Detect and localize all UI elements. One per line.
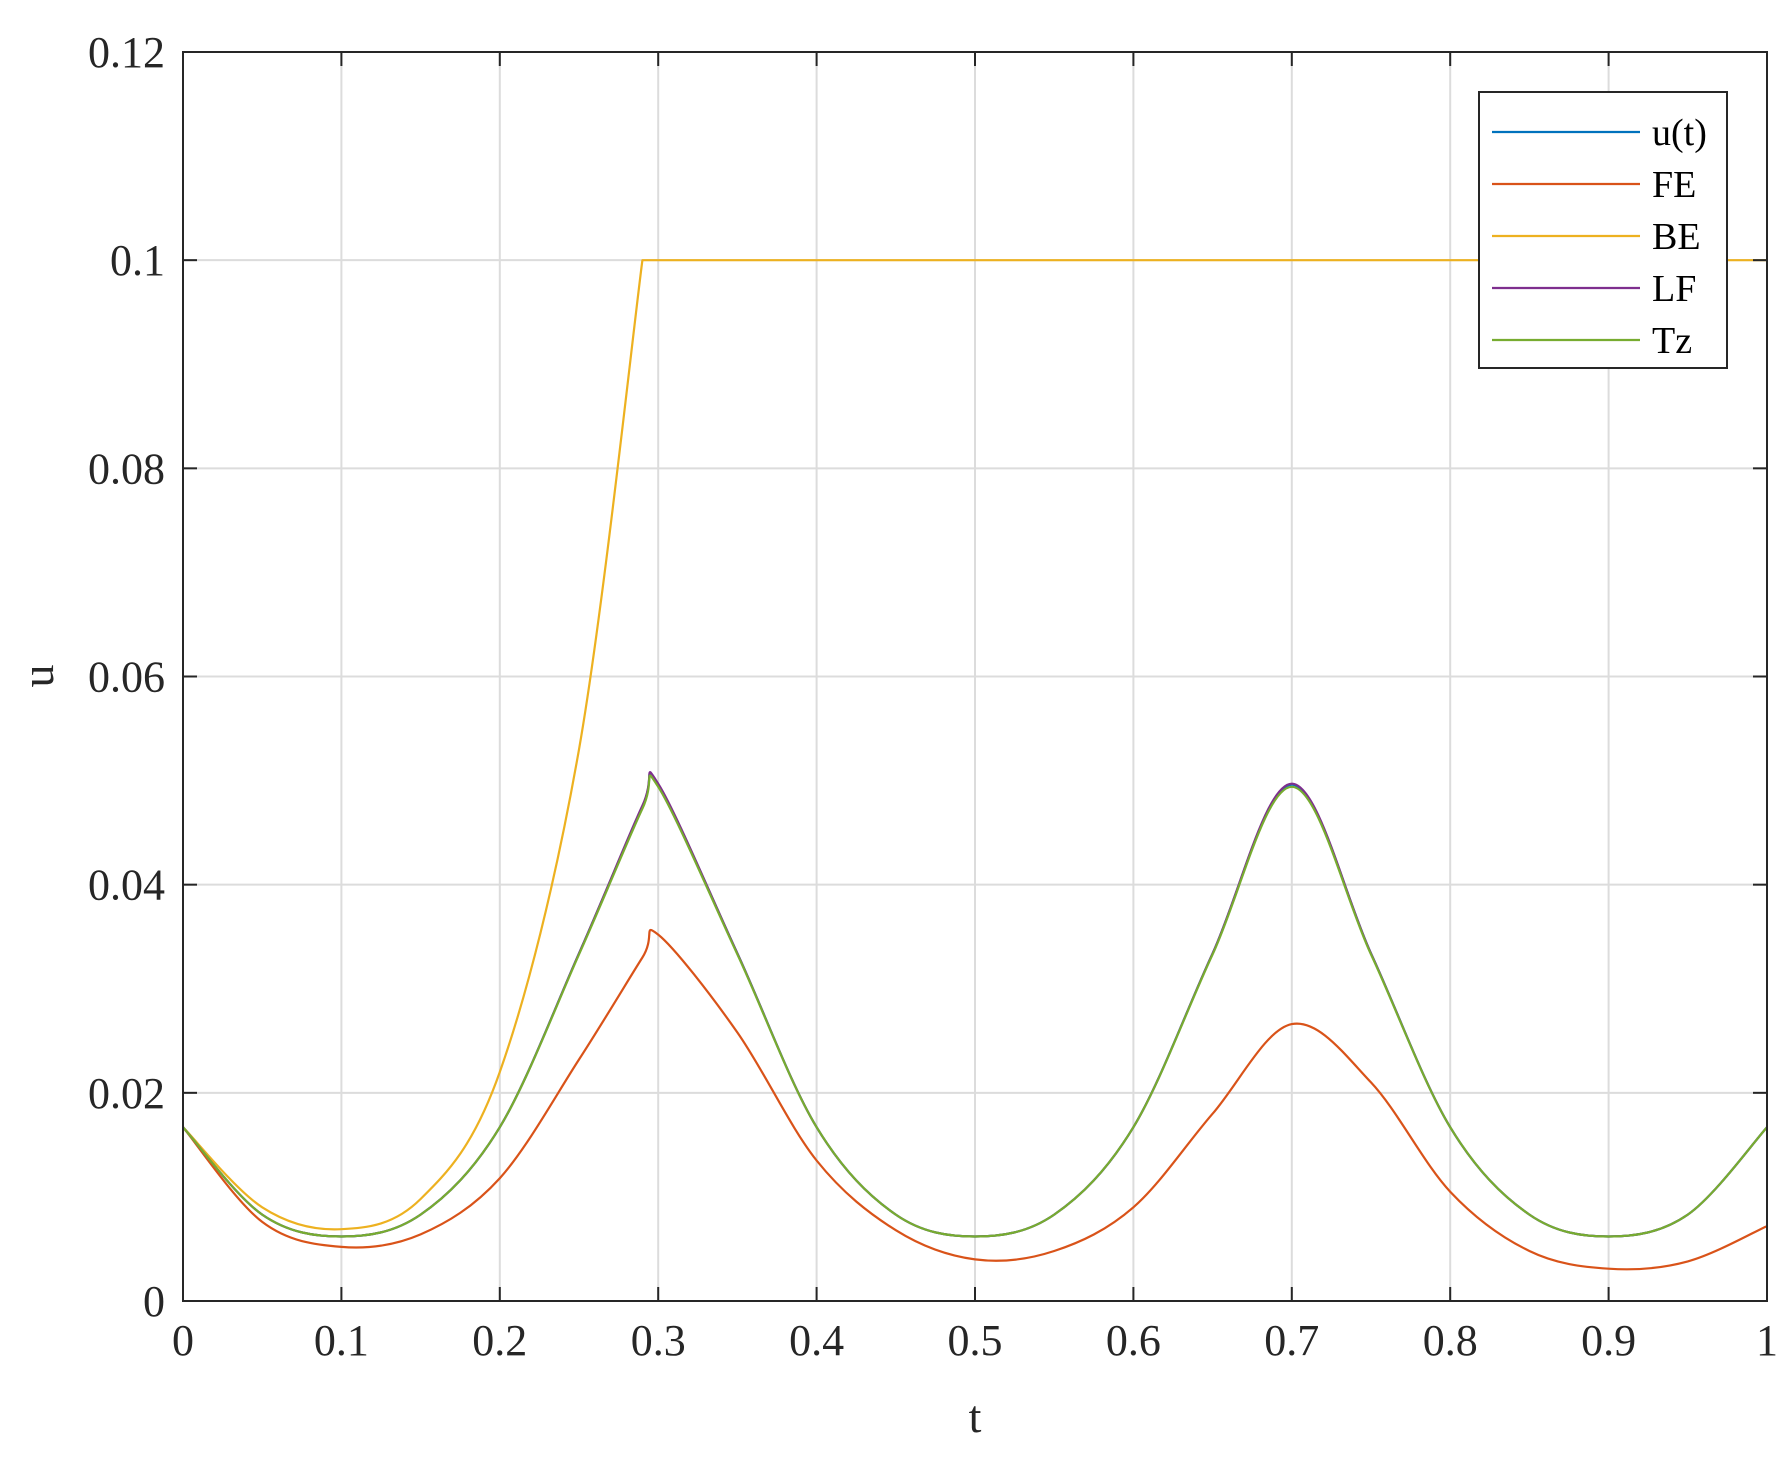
y-tick-label: 0.06	[88, 653, 165, 702]
ticks: 0 0.1 0.2 0.3 0.4 0.5 0.6 0.7 0.8 0.9 1 0 0.02 0.04 0.…	[88, 28, 1778, 1365]
x-axis-label: t	[969, 1391, 982, 1442]
x-tick-label: 0.9	[1581, 1316, 1636, 1365]
y-tick-label: 0.08	[88, 444, 165, 493]
legend-label: FE	[1652, 164, 1696, 206]
series-line-BE	[182, 259, 1767, 1231]
x-tick-label: 0.5	[948, 1316, 1003, 1365]
legend-label: Tz	[1652, 320, 1692, 362]
legend: u(t) FE BE LF Tz	[1478, 91, 1728, 369]
legend-label: u(t)	[1652, 112, 1707, 154]
y-tick-label: 0.02	[88, 1069, 165, 1118]
x-tick-label: 0.6	[1106, 1316, 1161, 1365]
x-tick-label: 0.1	[314, 1316, 369, 1365]
x-tick-label: 0.3	[631, 1316, 686, 1365]
series-line-Tz	[182, 774, 1768, 1238]
y-tick-label: 0.04	[88, 861, 165, 910]
legend-label: LF	[1652, 268, 1696, 310]
x-tick-label: 0	[172, 1316, 194, 1365]
y-tick-label: 0	[143, 1277, 165, 1326]
x-tick-label: 0.4	[789, 1316, 844, 1365]
y-tick-label: 0.1	[110, 236, 165, 285]
x-tick-label: 0.8	[1423, 1316, 1478, 1365]
y-axis-label: u	[12, 665, 63, 688]
y-tick-label: 0.12	[88, 28, 165, 77]
series-line-FE	[182, 928, 1768, 1271]
legend-box	[1478, 91, 1728, 369]
legend-label: BE	[1652, 216, 1701, 258]
x-tick-label: 1	[1756, 1316, 1778, 1365]
series-group	[182, 259, 1768, 1271]
x-tick-label: 0.7	[1264, 1316, 1319, 1365]
x-tick-label: 0.2	[472, 1316, 527, 1365]
